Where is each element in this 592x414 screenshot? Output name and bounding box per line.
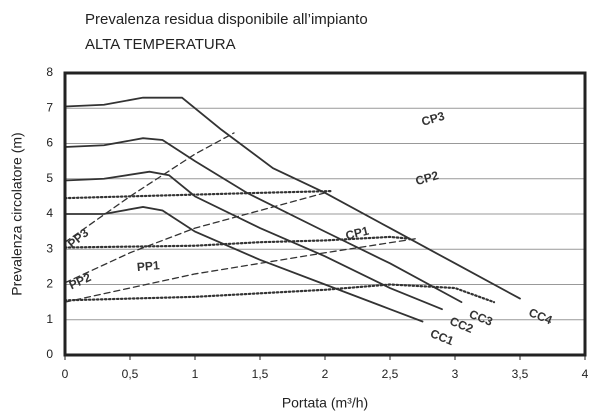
curve-label: CC4 [527, 305, 555, 327]
curve-label: CP1 [344, 224, 370, 243]
curve [64, 170, 443, 311]
curve [64, 132, 235, 243]
y-tick-label: 7 [46, 100, 53, 114]
curve [63, 283, 496, 304]
curve [63, 189, 333, 200]
x-tick-label: 3 [452, 367, 459, 381]
x-tick-label: 2 [322, 367, 329, 381]
x-tick-label: 4 [582, 367, 589, 381]
curve [64, 206, 424, 323]
chart-subtitle: ALTA TEMPERATURA [85, 36, 236, 53]
curve-label: PP1 [136, 258, 160, 274]
x-tick-label: 1,5 [252, 367, 269, 381]
chart-title: Prevalenza residua disponibile all’impia… [85, 11, 368, 28]
y-tick-label: 2 [46, 277, 53, 291]
curve-label: CC1 [428, 326, 456, 348]
curve [64, 238, 417, 303]
y-tick-label: 3 [46, 241, 53, 255]
y-tick-label: 1 [46, 312, 53, 326]
y-tick-label: 0 [46, 347, 53, 361]
curve [64, 137, 463, 304]
plot-frame [63, 71, 587, 357]
curve [64, 192, 326, 284]
x-axis-label: Portata (m³/h) [282, 395, 368, 411]
y-tick-label: 8 [46, 65, 53, 79]
y-tick-label: 4 [46, 206, 53, 220]
curve-label: CP2 [414, 168, 441, 188]
y-tick-label: 6 [46, 136, 53, 150]
x-tick-label: 0,5 [122, 367, 139, 381]
x-tick-label: 3,5 [512, 367, 529, 381]
x-tick-label: 1 [192, 367, 199, 381]
curve-label: CP3 [420, 109, 447, 129]
x-tick-label: 2,5 [382, 367, 399, 381]
y-axis-label: Prevalenza circolatore (m) [9, 132, 25, 295]
x-tick-label: 0 [62, 367, 69, 381]
y-tick-label: 5 [46, 171, 53, 185]
curve [64, 96, 521, 300]
curve-label: PP2 [67, 270, 94, 292]
curve [63, 235, 411, 249]
